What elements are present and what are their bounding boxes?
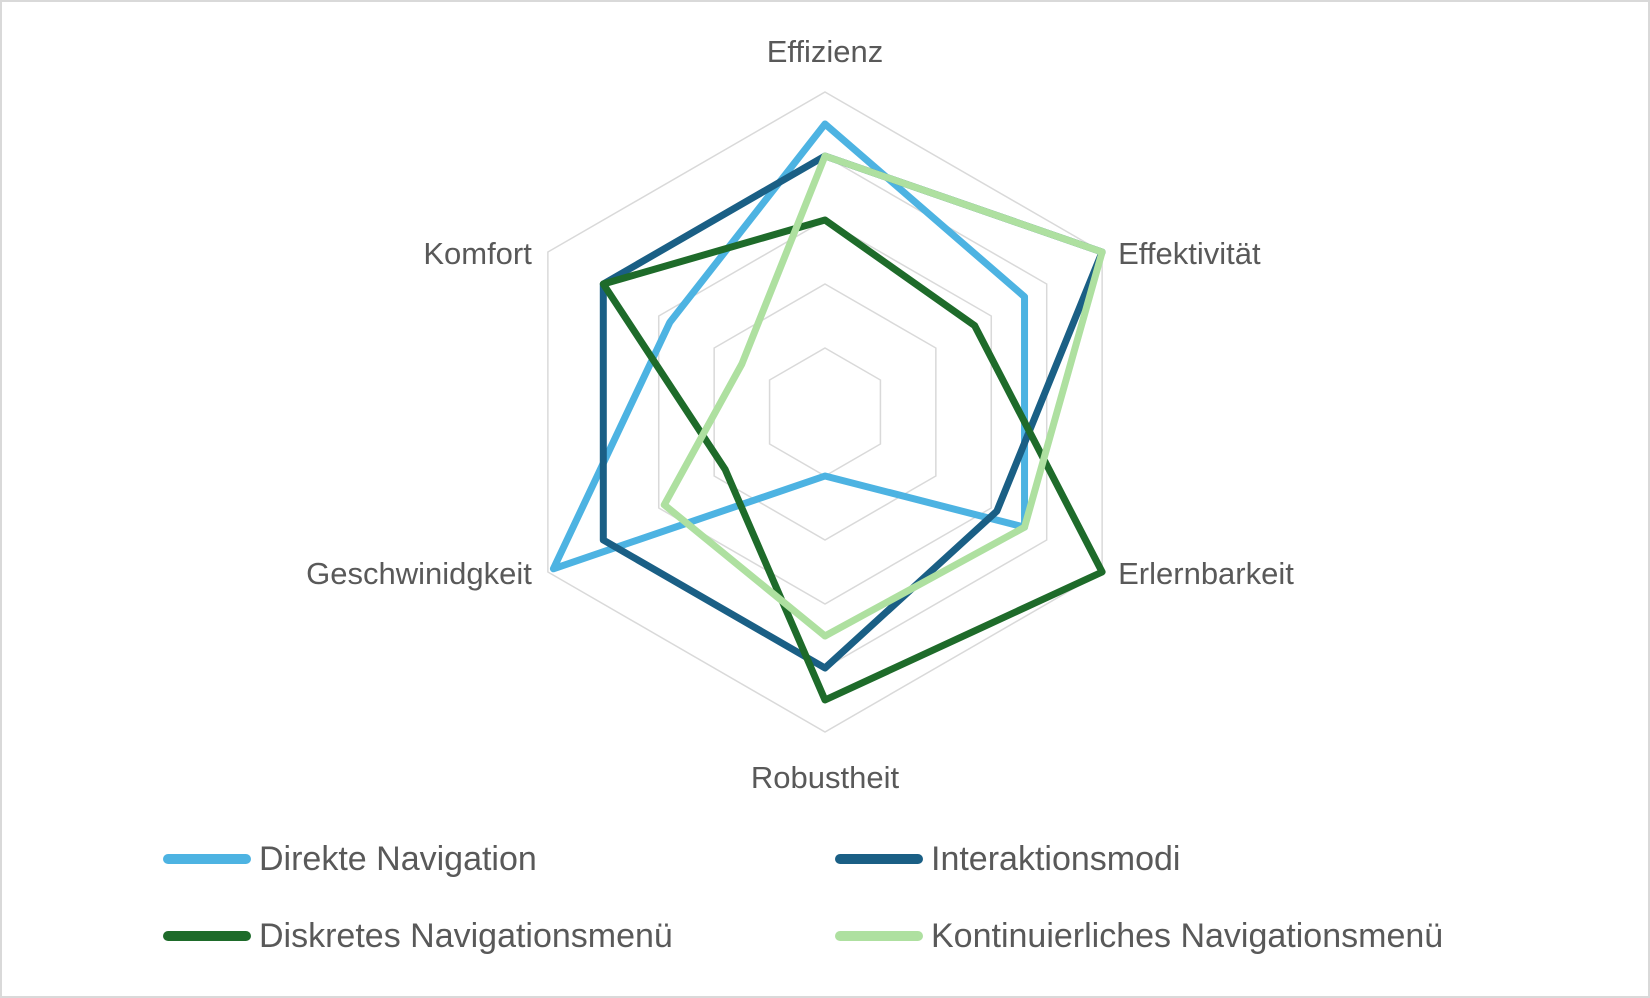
series-line-kontinuierliches-navigationsmenu[interactable] (660, 152, 1106, 640)
axis-label-erlernbarkeit: Erlernbarkeit (1118, 556, 1294, 591)
legend-label: Diskretes Navigationsmenü (259, 916, 673, 955)
series-line-direkte-navigation[interactable] (549, 120, 1029, 573)
axis-label-effektivitat: Effektivität (1118, 236, 1261, 271)
grid-ring-2 (713, 283, 937, 541)
legend-swatch (163, 931, 251, 941)
legend-swatch (163, 854, 251, 864)
axis-label-robustheit: Robustheit (751, 760, 900, 795)
legend-swatch (835, 854, 923, 864)
series-line-diskretes-navigationsmenu[interactable] (599, 216, 1106, 704)
axis-label-effizienz: Effizienz (767, 34, 884, 69)
legend-label: Interaktionsmodi (931, 839, 1181, 878)
legend-item-direkte-navigation[interactable]: Direkte Navigation (163, 839, 537, 879)
legend-label: Direkte Navigation (259, 839, 537, 878)
series-layer (549, 120, 1106, 704)
category-labels: Effizienz Effektivität Erlernbarkeit Robust… (306, 34, 1294, 795)
legend-swatch (835, 931, 923, 941)
legend-item-kontinuierliches-navigationsmenue[interactable]: Kontinuierliches Navigationsmenü (835, 916, 1443, 956)
grid-ring-4 (602, 155, 1048, 669)
legend-item-interaktionsmodi[interactable]: Interaktionsmodi (835, 839, 1180, 879)
grid-ring-1 (768, 347, 882, 477)
legend-label: Kontinuierliches Navigationsmenü (931, 916, 1444, 955)
grid-ring-3 (657, 219, 993, 605)
axis-label-geschwinidgkeit: Geschwinidgkeit (306, 556, 532, 591)
axis-label-komfort: Komfort (423, 236, 532, 271)
legend-item-diskretes-navigationsmenue[interactable]: Diskretes Navigationsmenü (163, 916, 673, 956)
